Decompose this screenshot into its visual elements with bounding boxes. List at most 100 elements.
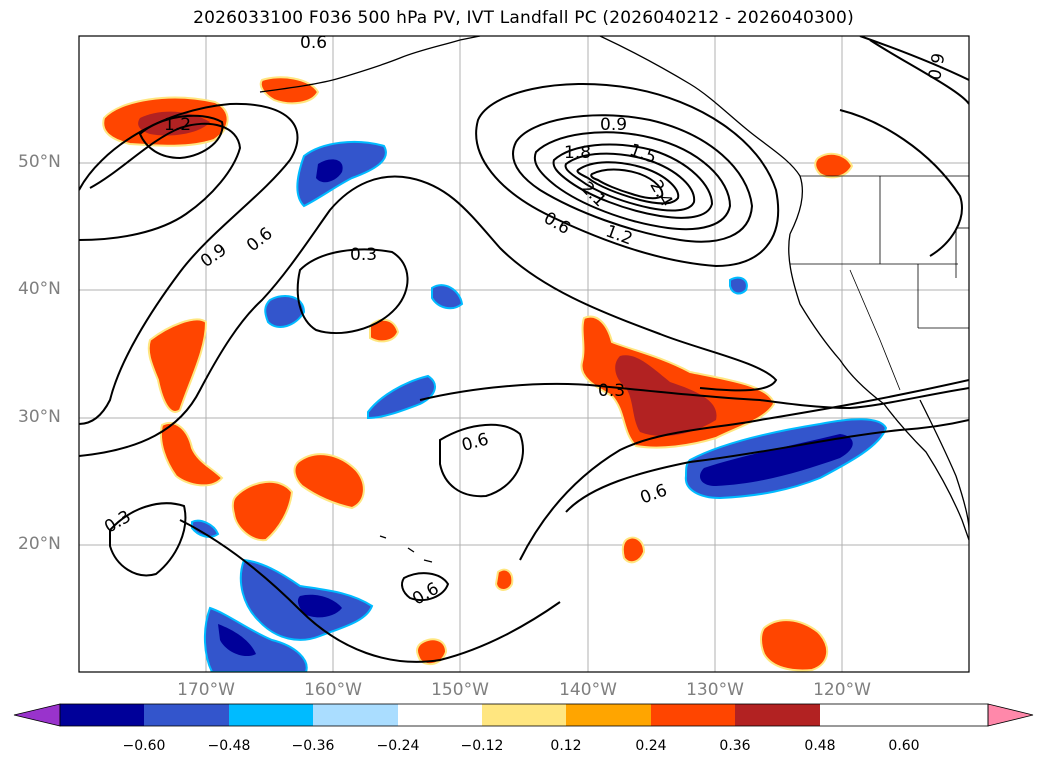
contour-label: 0.3 <box>350 245 377 265</box>
colorbar-cell <box>229 704 313 726</box>
positive-blob-westcentral <box>147 318 208 413</box>
colorbar-tick-label: −0.24 <box>376 738 420 754</box>
lat-label-30n: 30°N <box>18 407 61 427</box>
colorbar <box>13 703 1034 727</box>
contour-label: 1.2 <box>164 115 191 135</box>
positive-blob-main <box>580 315 776 449</box>
lat-label-50n: 50°N <box>18 152 61 172</box>
colorbar-cell <box>651 704 735 726</box>
positive-blob-southeast <box>760 619 828 672</box>
contour-label: 0.6 <box>300 33 327 53</box>
contour-0.6-long <box>79 175 778 457</box>
contour-label: 0.3 <box>598 381 625 401</box>
positive-blob-south2 <box>494 568 514 591</box>
mexico-gulf <box>919 399 969 531</box>
map-frame <box>78 35 970 673</box>
map-title: 2026033100 F036 500 hPa PV, IVT Landfall… <box>193 8 854 28</box>
negative-core-sw <box>297 594 342 618</box>
contour-0.6-west <box>79 102 299 425</box>
positive-blob-west2 <box>160 422 224 487</box>
colorbar-cell <box>144 704 229 726</box>
positive-blob-south3 <box>416 638 448 666</box>
contour-0.9-west <box>79 122 242 241</box>
colorbar-cell <box>566 704 651 726</box>
contour-1.8-high <box>564 152 696 212</box>
contour-1.2-west <box>138 114 224 160</box>
contour-2.1-high <box>576 161 680 205</box>
contour-east <box>839 109 963 257</box>
islands-hawaii <box>379 535 433 563</box>
contour-0.6-south2 <box>565 419 969 513</box>
positive-blob-west3 <box>231 480 294 542</box>
colorbar-left-extension <box>13 703 61 727</box>
colorbar-cell <box>313 704 398 726</box>
lon-label-130w: 130°W <box>686 680 744 700</box>
negative-blob-sw2 <box>203 606 308 672</box>
contour-0.6-bottom <box>401 572 450 602</box>
lat-label-40n: 40°N <box>18 279 61 299</box>
contour-label: 0.9 <box>600 115 627 135</box>
colorbar-cell <box>482 704 566 726</box>
contour-0.6-inner <box>439 423 524 498</box>
colorbar-tick-label: 0.24 <box>635 738 667 754</box>
colorbar-tick-label: −0.60 <box>122 738 166 754</box>
positive-anomalies <box>102 76 854 672</box>
contour-label: 0.9 <box>925 52 949 82</box>
negative-blob-c2 <box>367 374 436 420</box>
negative-blob-small-e <box>729 276 748 295</box>
contours-high <box>475 82 780 268</box>
lon-label-160w: 160°W <box>304 680 362 700</box>
colorbar-tick-label: −0.48 <box>207 738 251 754</box>
map-panel: 0.6 1.2 0.9 0.6 0.3 0.9 1.8 1.5 2.4 2.1 … <box>79 33 969 672</box>
positive-blob-central <box>293 453 365 510</box>
colorbar-tick-label: −0.12 <box>460 738 504 754</box>
colorbar-right-extension <box>987 703 1034 727</box>
negative-core-main <box>700 434 853 486</box>
colorbar-tick-label: −0.36 <box>291 738 335 754</box>
negative-anomalies <box>191 140 888 672</box>
positive-blob-north <box>259 76 320 105</box>
contour-0.3-south <box>109 502 187 577</box>
contour-0.6-south <box>519 379 969 561</box>
colorbar-cell <box>735 704 820 726</box>
contour-2.4-high <box>590 168 664 200</box>
contour-0.9-north <box>859 36 969 81</box>
borders <box>790 175 969 391</box>
positive-blob-south1 <box>621 536 646 564</box>
negative-core-sw2 <box>218 624 256 657</box>
negative-blob-c1 <box>431 284 464 310</box>
positive-blob-ne-pacific <box>814 152 854 179</box>
colorbar-tick-label: 0.48 <box>804 738 836 754</box>
contour-label: 1.8 <box>564 143 591 163</box>
lon-label-170w: 170°W <box>177 680 235 700</box>
contours <box>79 36 969 663</box>
colorbar-cell <box>398 704 482 726</box>
canada-coast <box>599 36 804 235</box>
negative-core-north <box>316 159 343 183</box>
positive-core-main <box>615 355 717 436</box>
colorbar-tick-label: 0.36 <box>719 738 751 754</box>
negative-blob-small-w <box>191 519 220 538</box>
contour-1.2-high <box>533 131 732 231</box>
lon-label-120w: 120°W <box>813 680 871 700</box>
contour-1.5-high <box>552 143 714 219</box>
contour-east2 <box>869 39 969 105</box>
colorbar-outline <box>59 703 989 727</box>
contour-0.3-central <box>296 248 409 334</box>
contour-0.6-high <box>475 82 780 268</box>
negative-blob-w1 <box>264 295 306 328</box>
contour-0.6-lower <box>179 519 561 663</box>
colorbar-cell <box>60 704 144 726</box>
lon-label-140w: 140°W <box>559 680 617 700</box>
contour-0.3-mid <box>419 382 969 410</box>
contour-0.9-high <box>512 114 754 243</box>
lat-label-20n: 20°N <box>18 534 61 554</box>
positive-blob-small1 <box>369 318 400 343</box>
coastlines <box>259 36 969 563</box>
colorbar-tick-label: 0.12 <box>550 738 582 754</box>
alaska-coast <box>259 36 481 93</box>
negative-blob-north <box>296 140 387 208</box>
uscoast <box>788 233 969 541</box>
colorbar-tick-label: 0.60 <box>888 738 920 754</box>
